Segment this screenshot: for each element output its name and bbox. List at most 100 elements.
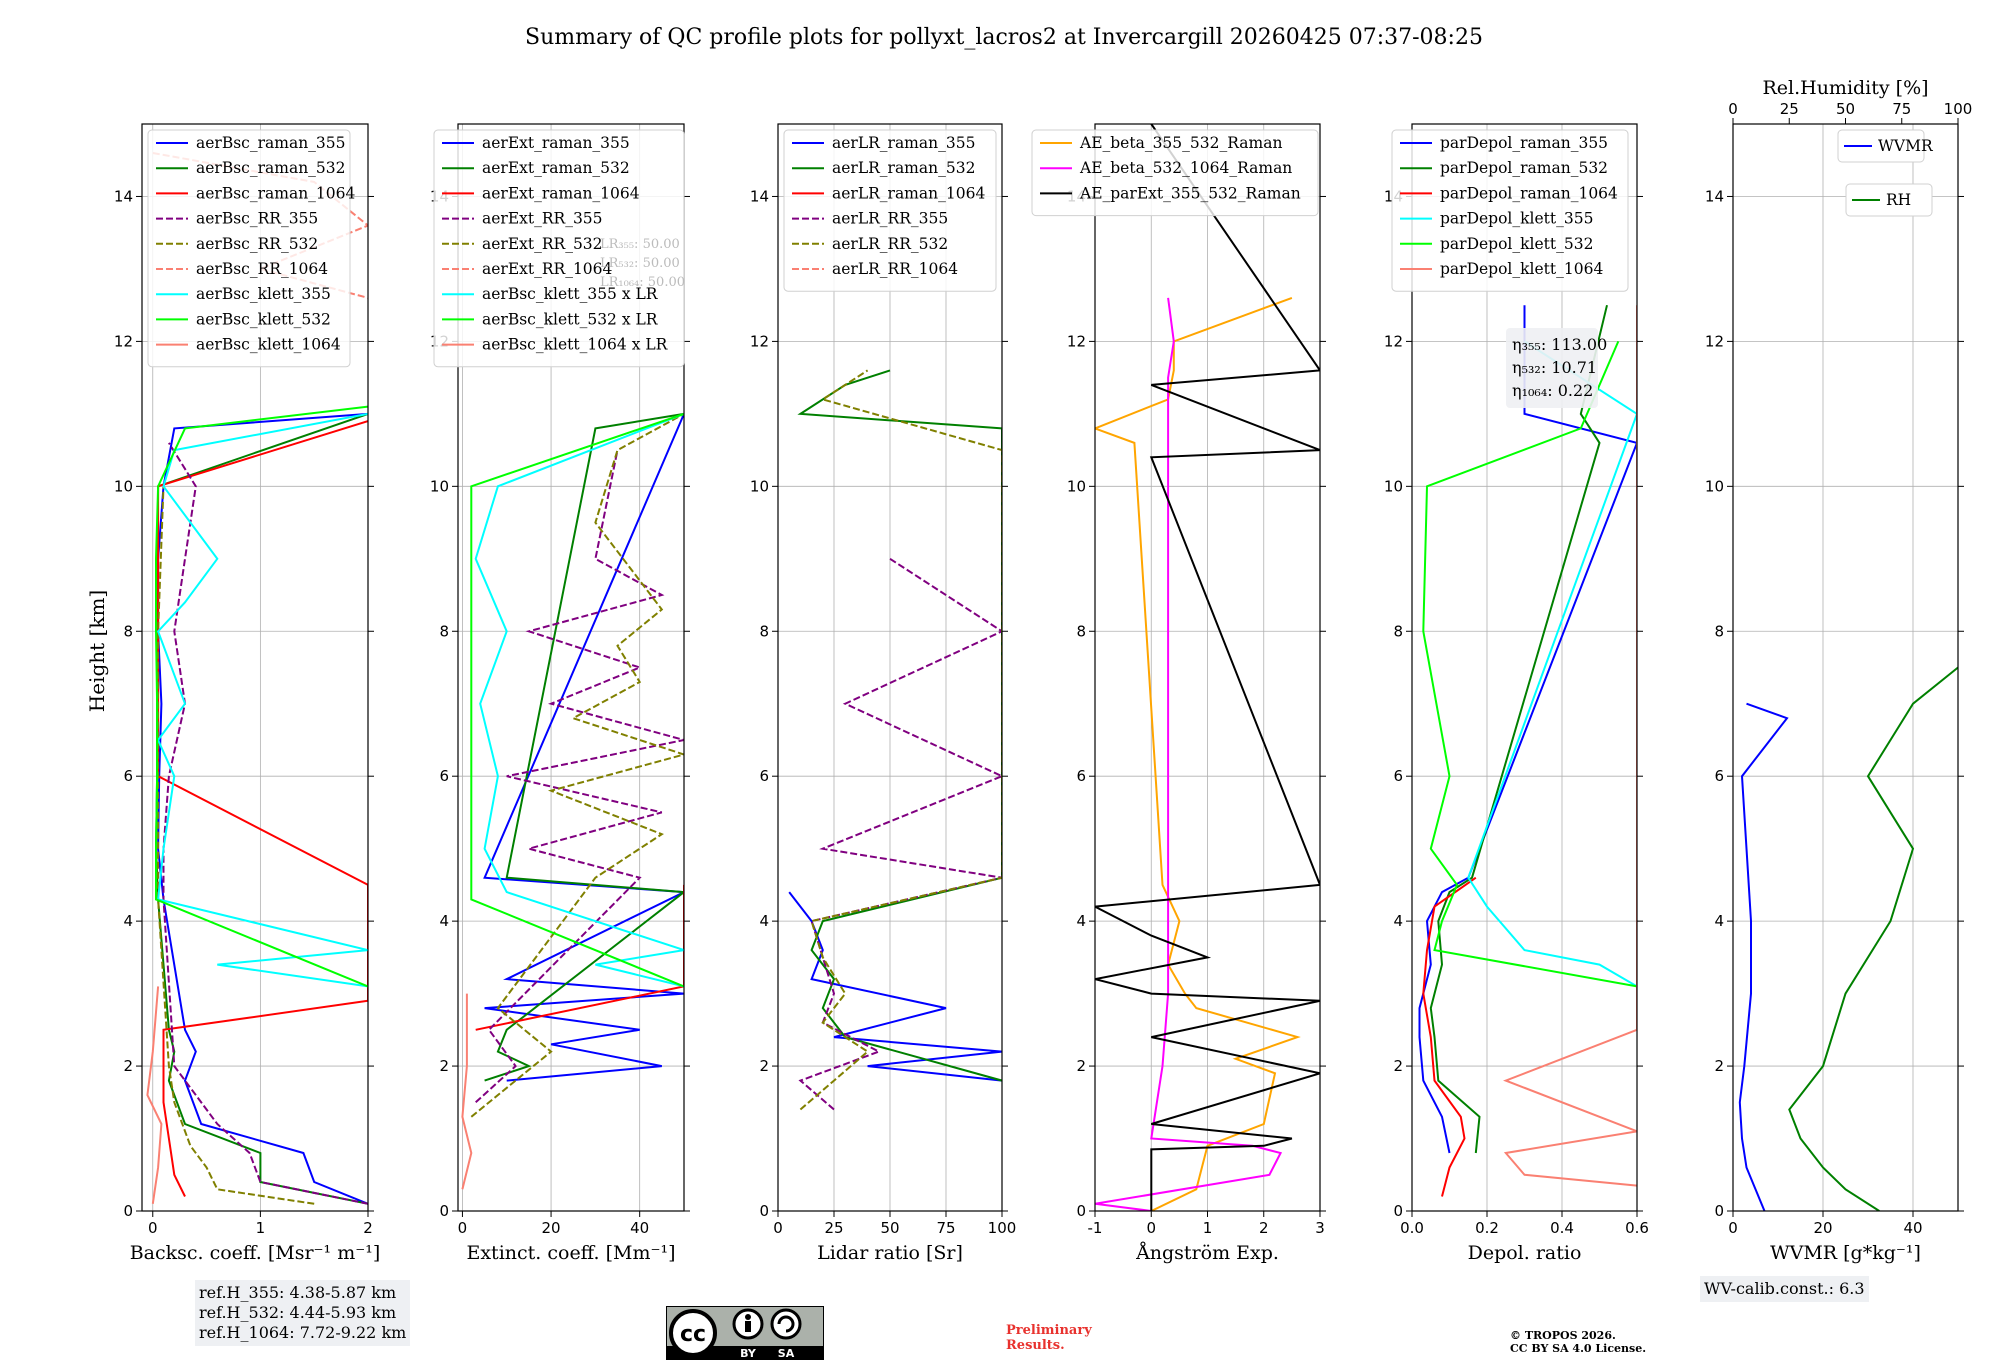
panel-backscatter-line-aerbsc-raman-1064 (157, 420, 368, 1197)
panel-depol-eta-label: η₁₀₆₄: 0.22 (1512, 381, 1593, 400)
panel-extinction-line-aerext-raman-532 (484, 412, 684, 1082)
cc-by-sa-badge: cc BY SA (666, 1306, 824, 1360)
by-person-head-icon (745, 1314, 751, 1320)
panel-backscatter-legend-label: aerBsc_RR_532 (196, 235, 318, 253)
panel-extinction-series (461, 412, 684, 1190)
panel-extinction-line-aerbsc-klett-355-x-lr (474, 412, 684, 988)
panel-extinction-ytick-label: 2 (439, 1057, 449, 1075)
panel-backscatter-legend-box (147, 129, 351, 368)
panel-backscatter-ytick-label: 4 (123, 912, 133, 930)
panel-extinction-lr-label: LR₁₀₆₄: 50.00 (600, 275, 685, 290)
panel-depol-line-pardepol-raman-532 (1429, 304, 1608, 1154)
panel-depol-line-pardepol-klett-532 (1422, 341, 1637, 988)
panel-extinction-line-aerbsc-klett-532-x-lr (470, 412, 684, 988)
panel-extinction-line-aerext-rr-532 (470, 413, 684, 1118)
panel-angstrom-ytick-label: 8 (1076, 622, 1086, 640)
panel-backscatter-legend-label: aerBsc_raman_1064 (196, 184, 356, 202)
panel-angstrom-ytick-label: 12 (1067, 332, 1086, 350)
panel-backscatter-legend-label: aerBsc_klett_532 (196, 310, 331, 328)
panel-extinction-legend-label: aerExt_RR_532 (482, 235, 603, 253)
panel-backscatter-ytick-label: 6 (123, 767, 133, 785)
panel-extinction-frame (457, 123, 685, 1212)
panel-lidar-ratio: 0 25 50 75 100 0 2 4 6 8 10 12 14 Lidar ratio [Sr] aer… (750, 123, 1016, 1264)
panel-wvmr-frame (1732, 123, 1959, 1212)
panel-angstrom-legend-label: AE_beta_355_532_Raman (1079, 134, 1282, 152)
panel-depol-legend-label: parDepol_klett_1064 (1440, 260, 1603, 278)
panel-wvmr-xtick-label: 20 (1813, 1219, 1832, 1237)
panel-backscatter-xtick-label: 0 (148, 1219, 158, 1237)
panel-angstrom-legend-label: AE_parExt_355_532_Raman (1079, 184, 1301, 202)
panel-backscatter-xtick-label: 1 (256, 1219, 266, 1237)
panel-depol-series (1418, 304, 1637, 1197)
panel-extinction-xtick-label: 0 (458, 1219, 468, 1237)
panel-angstrom-series (1095, 124, 1320, 1211)
panel-depol-xlabel: Depol. ratio (1468, 1242, 1582, 1264)
panel-lidar-ratio-legend-label: aerLR_raman_355 (832, 134, 975, 152)
panel-backscatter-xtick-label: 2 (363, 1219, 373, 1237)
panel-lidar-ratio-xtick-label: 50 (880, 1219, 899, 1237)
panel-lidar-ratio-legend-label: aerLR_raman_1064 (832, 184, 985, 202)
panel-wvmr-series (1738, 666, 1958, 1211)
panel-angstrom-line-ae-beta-355-532-raman (1095, 296, 1301, 1211)
panel-extinction-legend-label: aerExt_raman_1064 (482, 184, 640, 202)
panel-depol-line-pardepol-klett-1064 (1503, 305, 1637, 1187)
panel-backscatter-line-aerbsc-rr-532 (157, 486, 315, 1205)
panel-lidar-ratio-series (788, 369, 1002, 1111)
panel-depol-legend-label: parDepol_raman_355 (1440, 134, 1608, 152)
panel-angstrom-legend-label: AE_beta_532_1064_Raman (1079, 159, 1292, 177)
panel-extinction-ytick-label: 4 (439, 912, 449, 930)
panel-lidar-ratio-ytick-label: 8 (759, 622, 769, 640)
panel-extinction-lr-label: LR₅₃₂: 50.00 (600, 256, 680, 271)
panel-backscatter-line-aerbsc-klett-355 (156, 412, 368, 988)
panel-lidar-ratio-line-aerlr-rr-355 (798, 557, 1002, 1111)
panel-wvmr-xtick-label: 40 (1903, 1219, 1922, 1237)
preliminary-line-2: Results. (1006, 1338, 1065, 1353)
panel-depol-xtick-label: 0.2 (1475, 1219, 1499, 1237)
panel-extinction-legend-label: aerBsc_klett_532 x LR (482, 310, 659, 328)
panel-backscatter-legend-label: aerBsc_RR_1064 (196, 260, 328, 278)
panel-depol-ytick-label: 8 (1393, 622, 1403, 640)
by-person-body-icon (745, 1321, 751, 1332)
panel-wvmr-ytick-label: 10 (1705, 477, 1724, 495)
panel-backscatter-series (146, 152, 368, 1205)
panel-wvmr-top-xlabel: Rel.Humidity [%] (1762, 77, 1928, 99)
panel-angstrom-line-ae-beta-532-1064-raman (1095, 297, 1283, 1211)
panel-depol-xtick-label: 0.4 (1550, 1219, 1574, 1237)
panel-extinction-legend-label: aerBsc_klett_1064 x LR (482, 336, 669, 354)
panel-backscatter-legend-label: aerBsc_RR_355 (196, 210, 318, 228)
panel-wvmr-legend-label: RH (1886, 191, 1911, 209)
panel-angstrom-ytick-label: 10 (1067, 477, 1086, 495)
ref-height-1064: ref.H_1064: 7.72-9.22 km (199, 1323, 407, 1342)
cc-by-text: BY (740, 1347, 757, 1360)
panel-backscatter-legend-label: aerBsc_raman_532 (196, 159, 346, 177)
panel-lidar-ratio-legend-label: aerLR_RR_1064 (832, 260, 958, 278)
panel-backscatter-ytick-label: 0 (123, 1202, 133, 1220)
panel-backscatter-line-aerbsc-rr-355 (162, 442, 368, 1205)
panel-lidar-ratio-ytick-label: 6 (759, 767, 769, 785)
panel-extinction-lr-label: LR₃₅₅: 50.00 (600, 237, 680, 252)
panel-wvmr-ytick-label: 8 (1714, 622, 1724, 640)
panel-lidar-ratio-ytick-label: 12 (750, 332, 769, 350)
panel-lidar-ratio-ytick-label: 2 (759, 1057, 769, 1075)
panel-lidar-ratio-line-aerlr-rr-532 (799, 369, 1002, 1111)
panel-angstrom-ytick-label: 4 (1076, 912, 1086, 930)
panel-angstrom-xtick-label: 3 (1315, 1219, 1325, 1237)
panel-depol-legend-box (1391, 129, 1629, 292)
cc-icon-letters: cc (680, 1322, 706, 1347)
panel-extinction-ytick-label: 8 (439, 622, 449, 640)
panel-lidar-ratio-ytick-label: 4 (759, 912, 769, 930)
sa-share-icon (770, 1308, 802, 1340)
panel-extinction-xtick-label: 40 (630, 1219, 649, 1237)
panel-depol-ytick-label: 10 (1384, 477, 1403, 495)
copyright-note: © TROPOS 2026. CC BY SA 4.0 License. (1510, 1329, 1646, 1355)
panel-angstrom-xtick-label: 1 (1203, 1219, 1213, 1237)
panel-backscatter-ytick-label: 10 (114, 477, 133, 495)
panel-lidar-ratio-legend-label: aerLR_RR_355 (832, 210, 948, 228)
panel-extinction-xlabel: Extinct. coeff. [Mm⁻¹] (466, 1242, 675, 1264)
panel-wvmr-top-xtick-label: 0 (1728, 100, 1738, 118)
panel-extinction-legend-label: aerExt_RR_355 (482, 210, 603, 228)
panel-extinction-legend-label: aerExt_raman_355 (482, 134, 630, 152)
panel-depol-line-pardepol-raman-355 (1418, 305, 1637, 1154)
panel-depol-legend-label: parDepol_klett_355 (1440, 210, 1593, 228)
panel-depol-eta-label: η₅₃₂: 10.71 (1512, 358, 1597, 377)
